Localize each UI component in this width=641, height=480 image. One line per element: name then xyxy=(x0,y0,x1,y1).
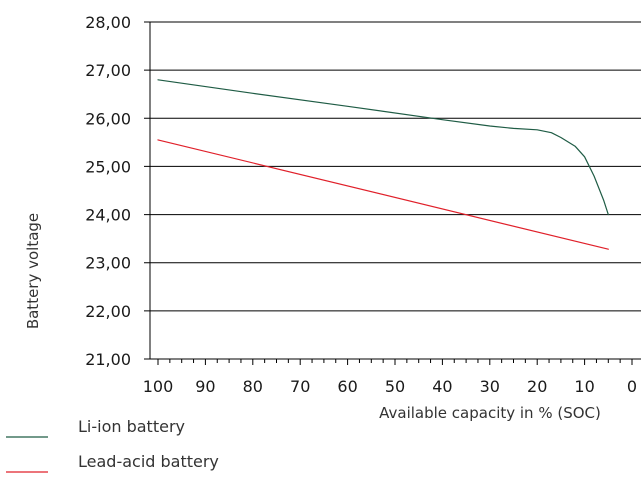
series-line-0 xyxy=(157,79,609,216)
series-line-1 xyxy=(157,139,609,250)
x-tick-label: 10 xyxy=(574,377,594,396)
y-tick-label: 27,00 xyxy=(85,61,131,80)
y-tick-label: 28,00 xyxy=(85,13,131,32)
y-tick-label: 24,00 xyxy=(85,206,131,225)
y-tick-label: 23,00 xyxy=(85,254,131,273)
y-tick-labels: 21,00 22,00 23,00 24,00 25,00 26,00 27,00 28,00 xyxy=(85,13,131,369)
x-tick-label: 70 xyxy=(290,377,310,396)
grid-lines xyxy=(144,21,641,360)
y-tick-label: 21,00 xyxy=(85,350,131,369)
x-tick-labels: 100 90 80 70 60 50 40 30 20 10 0 xyxy=(143,377,637,396)
y-axis-label: Battery voltage xyxy=(24,213,42,329)
y-tick-label: 26,00 xyxy=(85,109,131,128)
x-tick-label: 50 xyxy=(385,377,405,396)
x-tick-label: 40 xyxy=(432,377,452,396)
x-axis-label: Available capacity in % (SOC) xyxy=(379,404,601,422)
y-tick-label: 22,00 xyxy=(85,302,131,321)
y-tick-label: 25,00 xyxy=(85,157,131,176)
legend-label: Lead-acid battery xyxy=(78,452,219,471)
x-tick-label: 20 xyxy=(527,377,547,396)
series-lines xyxy=(157,79,609,250)
x-tick-label: 80 xyxy=(243,377,263,396)
x-tick-label: 100 xyxy=(143,377,174,396)
x-tick-label: 60 xyxy=(337,377,357,396)
x-tick-label: 0 xyxy=(627,377,637,396)
axes xyxy=(149,22,633,365)
x-tick-label: 30 xyxy=(480,377,500,396)
legend: Li-ion battery Lead-acid battery xyxy=(6,417,219,473)
x-tick-label: 90 xyxy=(195,377,215,396)
legend-label: Li-ion battery xyxy=(78,417,185,436)
